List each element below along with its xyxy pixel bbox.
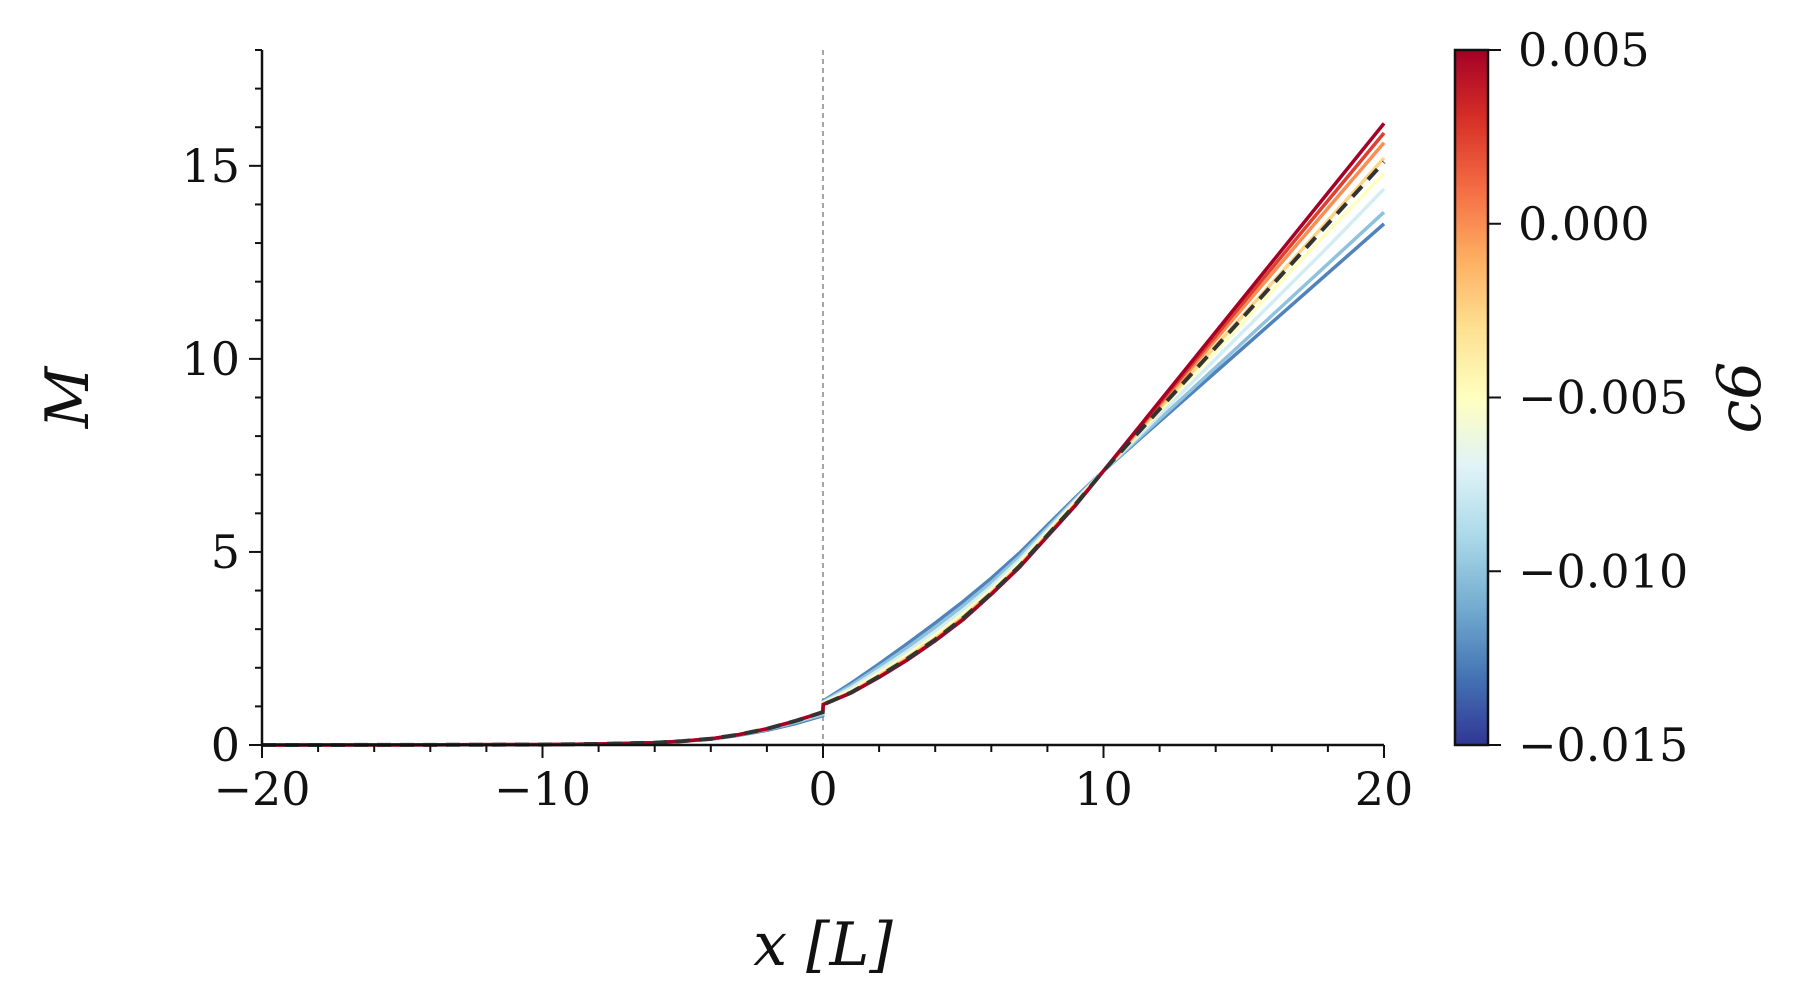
y-tick-label: 15: [181, 139, 240, 193]
colorbar-tick-label: −0.005: [1518, 371, 1688, 425]
colorbar-label: c6: [1705, 362, 1775, 434]
x-tick-label: −20: [213, 762, 310, 816]
reference-dashed-line: [261, 160, 1386, 747]
y-tick-label: 5: [211, 525, 240, 579]
y-tick-label: 0: [211, 718, 240, 772]
x-tick-label: 20: [1355, 762, 1414, 816]
colorbar-tick-label: −0.010: [1518, 544, 1688, 598]
x-tick-label: 0: [808, 762, 837, 816]
plot-area: [261, 50, 1386, 747]
axes: −20 −10 0 10 20 0 5 10 15: [181, 49, 1413, 816]
colorbar-tick-label: 0.005: [1518, 23, 1650, 77]
x-tick-label: −10: [494, 762, 591, 816]
y-axis-label: M: [33, 365, 103, 429]
y-tick-label: 10: [181, 332, 240, 386]
colorbar-tick-label: −0.015: [1518, 718, 1688, 772]
colorbar-ticks: 0.005 0.000 −0.005 −0.010 −0.015: [1488, 23, 1688, 772]
colorbar-gradient: [1453, 48, 1490, 747]
colorbar-tick-label: 0.000: [1518, 197, 1650, 251]
x-axis-label: x [L]: [753, 910, 893, 980]
x-tick-label: 10: [1074, 762, 1133, 816]
y-ticks: 0 5 10 15: [181, 49, 262, 772]
colorbar: 0.005 0.000 −0.005 −0.010 −0.015 c6: [1453, 23, 1775, 772]
x-ticks: −20 −10 0 10 20: [213, 745, 1413, 816]
